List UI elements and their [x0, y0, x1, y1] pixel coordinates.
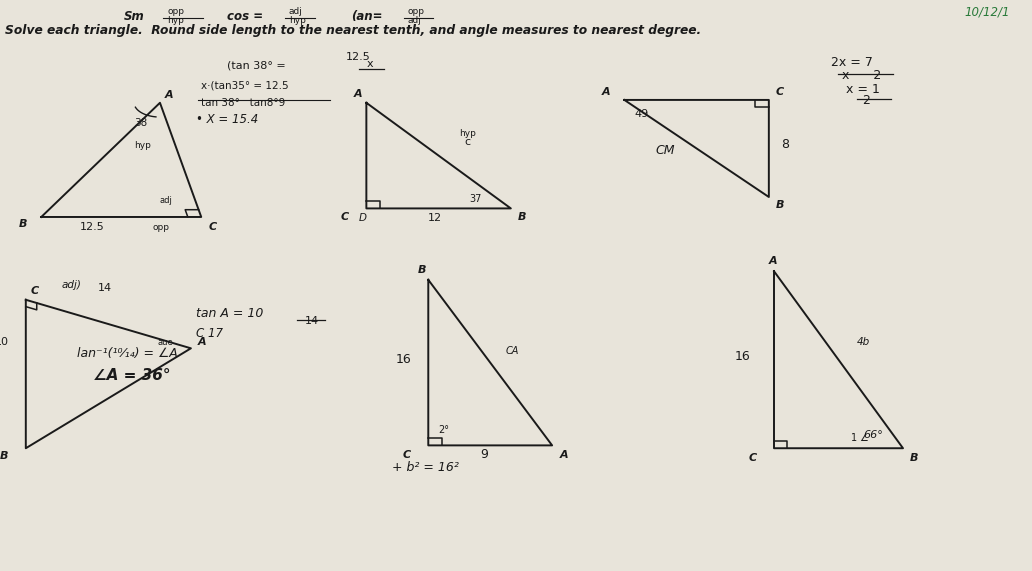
Text: CA: CA — [506, 346, 519, 356]
Text: c: c — [464, 137, 471, 147]
Text: Sm: Sm — [124, 10, 144, 23]
Text: 16: 16 — [395, 352, 411, 365]
Text: A: A — [602, 87, 610, 98]
Text: C: C — [31, 286, 39, 296]
Text: C: C — [776, 87, 784, 98]
Text: opp: opp — [408, 7, 424, 17]
Text: x·(tan35° = 12.5: x·(tan35° = 12.5 — [201, 81, 289, 91]
Text: x = 1: x = 1 — [846, 82, 880, 95]
Text: tan 38°   tan8°9: tan 38° tan8°9 — [201, 98, 286, 108]
Text: 2x = 7: 2x = 7 — [831, 55, 873, 69]
Text: hyp: hyp — [134, 142, 151, 151]
Text: 1: 1 — [851, 433, 858, 444]
Text: D: D — [359, 213, 367, 223]
Text: 14: 14 — [98, 283, 112, 293]
Text: 12.5: 12.5 — [80, 222, 104, 232]
Text: 66°: 66° — [864, 430, 883, 440]
Text: A: A — [559, 450, 568, 460]
Text: cos =: cos = — [227, 10, 263, 23]
Text: • X = 15.4: • X = 15.4 — [196, 112, 258, 126]
Text: B: B — [418, 265, 426, 275]
Text: x      2: x 2 — [842, 69, 881, 82]
Text: hyp: hyp — [459, 128, 476, 138]
Text: adj: adj — [160, 196, 172, 205]
Text: adj: adj — [289, 7, 302, 17]
Text: CM: CM — [655, 144, 675, 157]
Text: 10: 10 — [0, 337, 9, 348]
Text: + b² = 16²: + b² = 16² — [392, 461, 459, 474]
Text: A: A — [354, 89, 362, 99]
Text: B: B — [19, 219, 27, 230]
Text: A: A — [165, 90, 173, 100]
Text: (an=: (an= — [351, 10, 383, 23]
Text: 49: 49 — [635, 109, 649, 119]
Text: lan⁻¹(¹⁰⁄₁₄) = ∠A: lan⁻¹(¹⁰⁄₁₄) = ∠A — [77, 347, 179, 360]
Text: C: C — [208, 222, 217, 232]
Text: B: B — [0, 451, 8, 461]
Text: hyp: hyp — [289, 16, 305, 25]
Text: 16: 16 — [735, 349, 750, 363]
Text: 12: 12 — [428, 213, 443, 223]
Text: opp: opp — [153, 223, 169, 232]
Text: 2°: 2° — [439, 425, 450, 435]
Text: adj): adj) — [62, 280, 82, 291]
Text: 4b: 4b — [857, 337, 870, 348]
Text: ∠: ∠ — [860, 433, 868, 444]
Text: aue: aue — [158, 339, 173, 348]
Text: 9: 9 — [480, 448, 488, 461]
Text: C: C — [341, 212, 349, 222]
Text: hyp: hyp — [167, 16, 184, 25]
Text: C 17: C 17 — [196, 327, 223, 340]
Text: 10/12/1: 10/12/1 — [965, 6, 1010, 19]
Text: adj: adj — [408, 16, 421, 25]
Text: Solve each triangle.  Round side length to the nearest tenth, and angle measures: Solve each triangle. Round side length t… — [5, 24, 702, 37]
Text: x: x — [366, 59, 373, 70]
Text: 8: 8 — [781, 138, 789, 151]
Text: B: B — [518, 212, 526, 222]
Text: A: A — [198, 337, 206, 348]
Text: (tan 38° =: (tan 38° = — [227, 61, 286, 71]
Text: tan A = 10: tan A = 10 — [196, 307, 263, 320]
Text: A: A — [769, 256, 777, 267]
Text: 38: 38 — [134, 118, 148, 128]
Text: 2: 2 — [862, 94, 870, 107]
Text: B: B — [910, 453, 918, 463]
Text: 12.5: 12.5 — [346, 52, 370, 62]
Text: C: C — [402, 450, 411, 460]
Text: 37: 37 — [470, 194, 482, 204]
Text: B: B — [776, 200, 784, 211]
Text: opp: opp — [167, 7, 184, 17]
Text: ∠A = 36°: ∠A = 36° — [93, 368, 170, 383]
Text: 14: 14 — [304, 316, 319, 327]
Text: C: C — [748, 453, 756, 463]
